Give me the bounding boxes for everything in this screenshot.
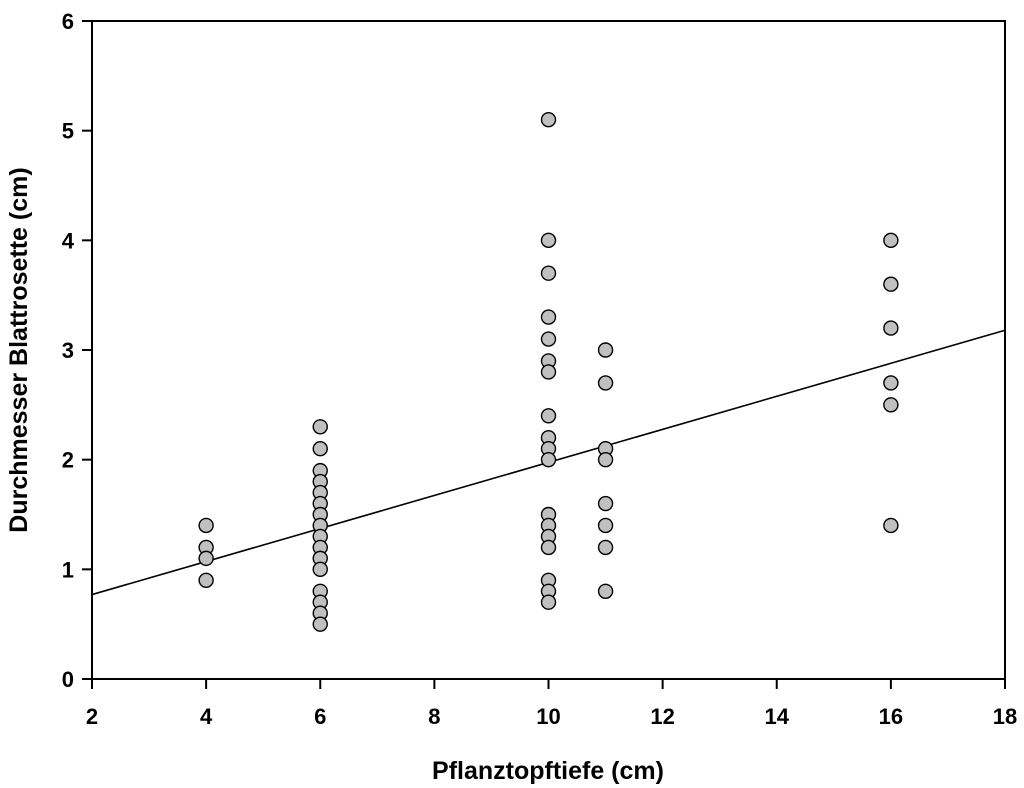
y-axis-title: Durchmesser Blattrosette (cm)	[5, 167, 33, 532]
x-tick-label: 16	[879, 704, 903, 729]
x-tick-label: 2	[86, 704, 98, 729]
data-point	[198, 550, 214, 567]
x-tick-label: 10	[536, 704, 560, 729]
data-point	[540, 265, 557, 281]
data-point	[540, 539, 557, 556]
data-point	[540, 309, 557, 325]
y-axis: 0 1 2 3 4 5 6	[62, 9, 92, 692]
x-tick-label: 6	[314, 704, 326, 729]
data-point	[540, 594, 557, 610]
data-point	[597, 539, 614, 556]
x-axis-title: Pflanztopftiefe (cm)	[432, 757, 664, 785]
data-point	[540, 408, 557, 424]
x-tick-label: 18	[993, 704, 1017, 729]
data-point	[883, 232, 899, 249]
y-tick-label: 2	[62, 448, 74, 473]
data-point	[597, 375, 614, 391]
y-tick-label: 5	[62, 119, 74, 144]
data-point	[312, 616, 328, 632]
data-point	[540, 331, 557, 347]
data-point	[597, 517, 614, 534]
y-tick-label: 0	[62, 667, 74, 692]
data-point	[312, 419, 328, 435]
data-point	[540, 451, 557, 468]
x-tick-label: 8	[428, 704, 440, 729]
x-tick-label: 12	[650, 704, 674, 729]
x-tick-label: 14	[765, 704, 790, 729]
x-axis: 2 4 6 8 10 12 14 16 18	[86, 679, 1017, 729]
data-point	[883, 320, 899, 336]
data-point	[312, 441, 328, 457]
y-tick-label: 4	[62, 228, 75, 253]
data-point	[883, 375, 899, 391]
data-point	[597, 342, 614, 358]
data-points	[198, 111, 899, 632]
data-point	[883, 517, 899, 534]
data-point	[198, 517, 214, 534]
data-point	[597, 495, 614, 512]
x-tick-label: 4	[200, 704, 213, 729]
data-point	[540, 232, 557, 249]
data-point	[198, 572, 214, 588]
data-point	[597, 583, 614, 599]
data-point	[540, 111, 557, 128]
data-point	[540, 364, 557, 380]
data-point	[883, 276, 899, 292]
y-tick-label: 1	[62, 557, 74, 582]
y-tick-label: 3	[62, 338, 74, 363]
data-point	[312, 561, 328, 578]
data-point	[883, 397, 899, 413]
y-tick-label: 6	[62, 9, 74, 34]
data-point	[597, 451, 614, 468]
